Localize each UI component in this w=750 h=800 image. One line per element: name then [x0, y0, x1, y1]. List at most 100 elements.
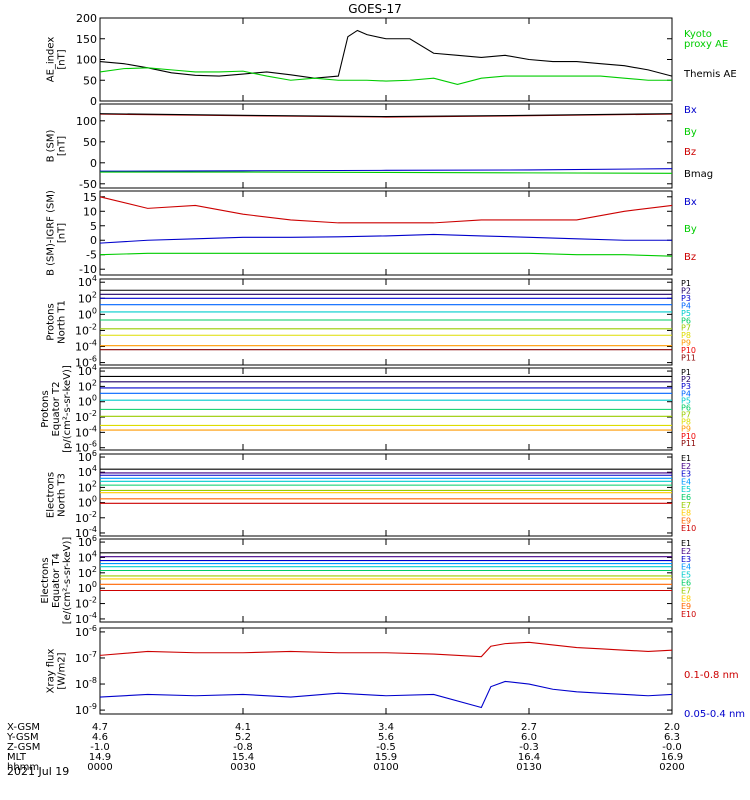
- legend-entry: P11: [681, 439, 696, 448]
- date-label: 2021 Jul 19: [7, 765, 69, 778]
- legend-entry: 0.1-0.8 nm: [684, 670, 739, 681]
- ephemeris-value: 14.9: [89, 752, 111, 763]
- legend-entry: P5: [681, 309, 691, 318]
- y-axis-label: Protons: [46, 303, 57, 340]
- series-kyoto-proxy-ae: [99, 67, 672, 85]
- legend-entry: P2: [681, 286, 691, 295]
- ephemeris-row-label: hhmm: [7, 762, 39, 773]
- legend-entry: By: [684, 224, 697, 235]
- y-axis-label: B (SM): [46, 129, 57, 162]
- y-axis-label: [W/m2]: [57, 652, 68, 689]
- panel-frame: [99, 627, 673, 715]
- y-tick-label: 10-8: [75, 676, 97, 691]
- y-tick-label: 10-6: [75, 624, 97, 639]
- y-axis-label: [p/(cm²-s-sr-keV)]: [62, 365, 73, 453]
- legend-entry: P8: [681, 331, 691, 340]
- panel-frame: [99, 17, 673, 102]
- legend-entry: P7: [681, 324, 691, 333]
- legend-entry: By: [684, 127, 697, 138]
- ephemeris-value: 4.7: [92, 722, 108, 733]
- y-tick-label: 10-2: [75, 322, 97, 337]
- y-tick-label: 102: [78, 378, 97, 393]
- y-axis-label: North T3: [57, 473, 68, 517]
- y-tick-label: 102: [78, 565, 97, 580]
- y-axis-label: North T1: [57, 300, 68, 344]
- series-0-1-0-8-nm: [99, 641, 673, 658]
- ephemeris-value: 6.3: [664, 732, 680, 743]
- y-tick-label: 10-2: [75, 596, 97, 611]
- y-axis-label: [e/(cm²-s-sr-keV)]: [62, 537, 73, 625]
- ephemeris-value: -1.0: [90, 742, 110, 753]
- legend-entry: P11: [681, 354, 696, 363]
- ephemeris-value: -0.3: [519, 742, 539, 753]
- y-tick-label: 150: [76, 33, 97, 46]
- ephemeris-value: -0.8: [233, 742, 253, 753]
- y-tick-label: 100: [78, 394, 97, 409]
- panel-8: 10-6 10-7 10-8 10-9 Xray flux [W/m2] 0.1-0.8 n…: [46, 624, 746, 720]
- y-axis-label: Xray flux: [46, 649, 57, 694]
- ephemeris-value: 0200: [659, 762, 684, 773]
- legend-entry: E4: [681, 563, 691, 572]
- legend-entry: Themis AE: [683, 69, 737, 80]
- y-tick-label: 104: [78, 464, 97, 479]
- legend-entry: E7: [681, 501, 691, 510]
- legend-entry: P1: [681, 368, 691, 377]
- y-tick-label: 0: [90, 157, 97, 170]
- y-tick-label: 100: [76, 115, 97, 128]
- legend-entry: E8: [681, 594, 691, 603]
- y-tick-label: 104: [78, 274, 97, 289]
- legend-entry: Bmag: [684, 169, 713, 180]
- y-tick-label: 106: [78, 534, 97, 549]
- y-tick-label: 100: [78, 306, 97, 321]
- ephemeris-value: 0030: [230, 762, 255, 773]
- ephemeris-value: 15.9: [375, 752, 397, 763]
- ephemeris-value: 4.6: [92, 732, 108, 743]
- series-0-05-0-4-nm: [99, 680, 673, 709]
- ephemeris-value: 2.0: [664, 722, 680, 733]
- ephemeris-value: 3.4: [378, 722, 394, 733]
- ephemeris-value: 0000: [87, 762, 112, 773]
- y-tick-label: 102: [78, 290, 97, 305]
- y-tick-label: 10-7: [75, 650, 97, 665]
- series-bx: [99, 233, 672, 244]
- y-tick-label: -5: [86, 249, 97, 262]
- ephemeris-row-label: Y-GSM: [6, 732, 39, 743]
- legend-entry: Bx: [684, 105, 697, 116]
- legend-entry: E7: [681, 586, 691, 595]
- legend-entry: Bz: [684, 147, 696, 158]
- panel-2: -50 0 50 100 B (SM) [nT] Bx By Bz Bmag: [46, 103, 713, 191]
- ephemeris-value: 6.0: [521, 732, 537, 743]
- y-tick-label: 106: [78, 449, 97, 464]
- y-tick-label: -10: [79, 263, 97, 276]
- legend-entry: P9: [681, 339, 691, 348]
- legend-entry: 0.05-0.4 nm: [684, 709, 745, 720]
- y-tick-label: 100: [78, 495, 97, 510]
- panel-frame: [99, 538, 673, 623]
- legend-entry: P8: [681, 418, 691, 427]
- y-axis-label: [nT]: [57, 49, 68, 69]
- legend-entry: P10: [681, 346, 696, 355]
- legend-entry: E2: [681, 547, 691, 556]
- y-tick-label: 200: [76, 12, 97, 25]
- legend-entry: proxy AE: [684, 39, 728, 50]
- ephemeris-value: 4.1: [235, 722, 251, 733]
- series-bmag: [99, 113, 673, 118]
- panel-frame: [99, 190, 673, 276]
- y-tick-label: 50: [83, 136, 97, 149]
- y-axis-label: Equator T4: [51, 553, 62, 608]
- series-themis-ae: [99, 29, 673, 79]
- y-tick-label: 104: [78, 363, 97, 378]
- legend-entry: P5: [681, 396, 691, 405]
- legend-entry: E8: [681, 509, 691, 518]
- ephemeris-value: 15.4: [232, 752, 254, 763]
- y-axis-label: Equator T2: [51, 382, 62, 437]
- series-bx: [99, 168, 673, 172]
- legend-entry: E5: [681, 485, 691, 494]
- legend-entry: E6: [681, 579, 691, 588]
- ephemeris-value: 0100: [373, 762, 398, 773]
